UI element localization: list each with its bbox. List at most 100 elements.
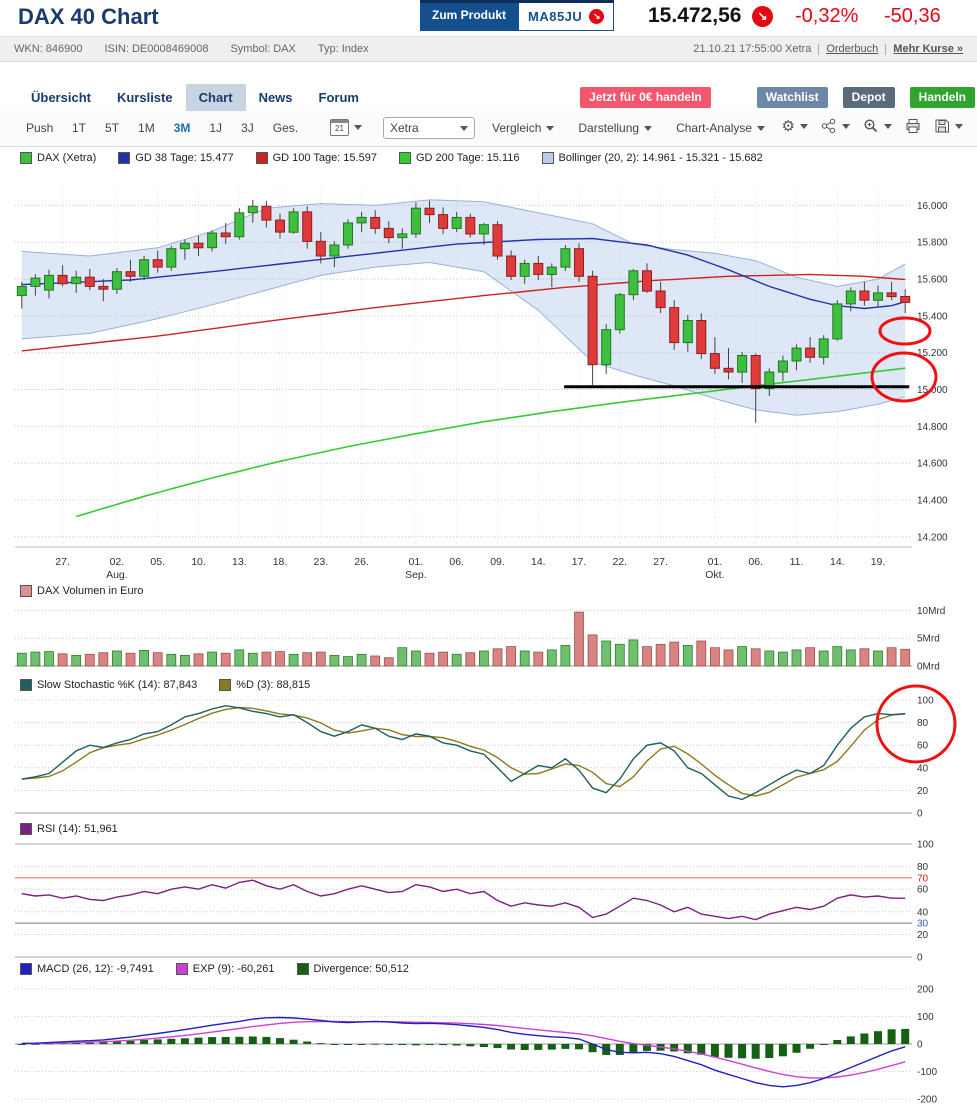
- svg-text:30: 30: [917, 919, 929, 930]
- timeframe-3m[interactable]: 3M: [173, 121, 191, 135]
- orderbuch-link[interactable]: Orderbuch: [826, 43, 879, 55]
- svg-text:-200: -200: [917, 1095, 937, 1106]
- timeframe-1m[interactable]: 1M: [138, 121, 155, 135]
- zoom-icon: [864, 119, 878, 133]
- page-tabs: Übersicht Kursliste Chart News Forum: [18, 84, 372, 111]
- svg-text:14.400: 14.400: [917, 496, 948, 507]
- wkn-label: WKN: 846900: [14, 43, 83, 55]
- svg-text:13.: 13.: [232, 556, 247, 568]
- menu-chart-analyse[interactable]: Chart-Analyse: [676, 121, 766, 135]
- legend-label: EXP (9): -60,261: [192, 963, 275, 975]
- indicators-button[interactable]: [821, 118, 850, 134]
- mehr-kurse-link[interactable]: Mehr Kurse »: [893, 43, 963, 55]
- stochastic-legend: Slow Stochastic %K (14): 87,843 %D (3): …: [20, 679, 310, 691]
- save-icon: [935, 119, 949, 133]
- svg-text:Okt.: Okt.: [705, 569, 724, 580]
- depot-button[interactable]: Depot: [842, 87, 895, 108]
- legend-item-stoch-k: Slow Stochastic %K (14): 87,843: [20, 679, 197, 691]
- svg-text:40: 40: [917, 763, 929, 774]
- main-chart-svg[interactable]: 16.00015.80015.60015.40015.20015.00014.8…: [0, 176, 977, 580]
- exchange-select[interactable]: Xetra: [383, 117, 475, 139]
- nav-row: Übersicht Kursliste Chart News Forum Jet…: [0, 84, 977, 111]
- legend-label: MACD (26, 12): -9,7491: [37, 963, 154, 975]
- svg-text:27.: 27.: [55, 556, 70, 568]
- toolbar-menus: Vergleich Darstellung Chart-Analyse: [492, 121, 766, 135]
- svg-text:02.: 02.: [110, 556, 125, 568]
- menu-vergleich[interactable]: Vergleich: [492, 121, 555, 135]
- svg-text:200: 200: [917, 984, 934, 995]
- svg-text:80: 80: [917, 718, 929, 729]
- divider: [818, 43, 820, 55]
- legend-item-stoch-d: %D (3): 88,815: [219, 679, 310, 691]
- svg-text:17.: 17.: [572, 556, 587, 568]
- svg-text:15.400: 15.400: [917, 311, 948, 322]
- quote-timestamp: 21.10.21 17:55:00 Xetra: [693, 43, 812, 55]
- save-button[interactable]: [934, 118, 963, 134]
- handeln-button[interactable]: Handeln: [909, 87, 975, 108]
- divider: [885, 43, 887, 55]
- svg-text:14.200: 14.200: [917, 532, 948, 543]
- product-code-box[interactable]: MA85JU ↘: [518, 3, 615, 31]
- timeframe-3j[interactable]: 3J: [241, 121, 254, 135]
- product-code: MA85JU: [528, 9, 583, 24]
- timeframe-5t[interactable]: 5T: [105, 121, 120, 135]
- timeframe-ges[interactable]: Ges.: [272, 121, 299, 135]
- tab-news[interactable]: News: [258, 90, 293, 105]
- legend-swatch: [255, 152, 268, 164]
- volume-legend: DAX Volumen in Euro: [20, 585, 143, 597]
- timeframe-1t[interactable]: 1T: [72, 121, 87, 135]
- zum-produkt-button[interactable]: Zum Produkt: [420, 3, 518, 31]
- action-buttons: Jetzt für 0€ handeln Watchlist Depot Han…: [565, 87, 975, 108]
- legend-swatch: [20, 679, 32, 691]
- zoom-button[interactable]: [863, 118, 892, 134]
- svg-text:70: 70: [917, 873, 929, 884]
- isin-label: ISIN: DE0008469008: [104, 43, 209, 55]
- push-toggle[interactable]: Push: [26, 121, 54, 135]
- timeframe-1j[interactable]: 1J: [209, 121, 223, 135]
- legend-label: DAX (Xetra): [37, 152, 97, 164]
- macd-chart-svg[interactable]: 200 100 0 -100 -200: [0, 978, 977, 1112]
- tab-chart[interactable]: Chart: [185, 84, 246, 111]
- product-widget: Zum Produkt MA85JU ↘: [420, 0, 615, 31]
- svg-text:06.: 06.: [449, 556, 464, 568]
- indicators-icon: [821, 118, 836, 134]
- chevron-down-icon: [644, 125, 653, 131]
- page-title: DAX 40 Chart: [18, 4, 159, 29]
- svg-text:14.: 14.: [830, 556, 845, 568]
- legend-label: Bollinger (20, 2): 14.961 - 15.321 - 15.…: [558, 152, 763, 164]
- watchlist-button[interactable]: Watchlist: [756, 87, 828, 108]
- svg-text:0Mrd: 0Mrd: [917, 662, 940, 673]
- stoch-chart-svg[interactable]: 100 80 60 40 20 0: [0, 684, 977, 820]
- legend-item-gd38: GD 38 Tage: 15.477: [118, 152, 234, 164]
- tab-kursliste[interactable]: Kursliste: [116, 90, 173, 105]
- print-button[interactable]: [905, 118, 921, 134]
- calendar-picker[interactable]: 21: [330, 119, 362, 136]
- svg-text:18.: 18.: [273, 556, 288, 568]
- trade-free-button[interactable]: Jetzt für 0€ handeln: [580, 87, 711, 108]
- tab-uebersicht[interactable]: Übersicht: [31, 90, 91, 105]
- volume-chart-svg[interactable]: 10Mrd 5Mrd 0Mrd: [0, 598, 977, 676]
- chevron-down-icon: [800, 123, 808, 129]
- tab-forum[interactable]: Forum: [318, 90, 359, 105]
- svg-text:5Mrd: 5Mrd: [917, 634, 940, 645]
- legend-label: Divergence: 50,512: [313, 963, 409, 975]
- svg-text:0: 0: [917, 1040, 923, 1051]
- svg-text:01.: 01.: [708, 556, 723, 568]
- svg-text:100: 100: [917, 696, 934, 707]
- svg-text:22.: 22.: [612, 556, 627, 568]
- legend-item-rsi: RSI (14): 51,961: [20, 823, 118, 835]
- change-percent: -0,32%: [795, 5, 859, 27]
- chevron-down-icon: [955, 123, 963, 129]
- rsi-legend: RSI (14): 51,961: [20, 823, 118, 835]
- legend-swatch: [20, 585, 32, 597]
- settings-button[interactable]: ⚙: [782, 119, 808, 134]
- menu-darstellung[interactable]: Darstellung: [578, 121, 653, 135]
- legend-swatch: [398, 152, 411, 164]
- legend-swatch: [541, 152, 554, 164]
- legend-item-gd200: GD 200 Tage: 15.116: [398, 152, 520, 164]
- svg-text:10.: 10.: [191, 556, 206, 568]
- legend-item-volume: DAX Volumen in Euro: [20, 585, 143, 597]
- chevron-down-icon: [354, 125, 362, 130]
